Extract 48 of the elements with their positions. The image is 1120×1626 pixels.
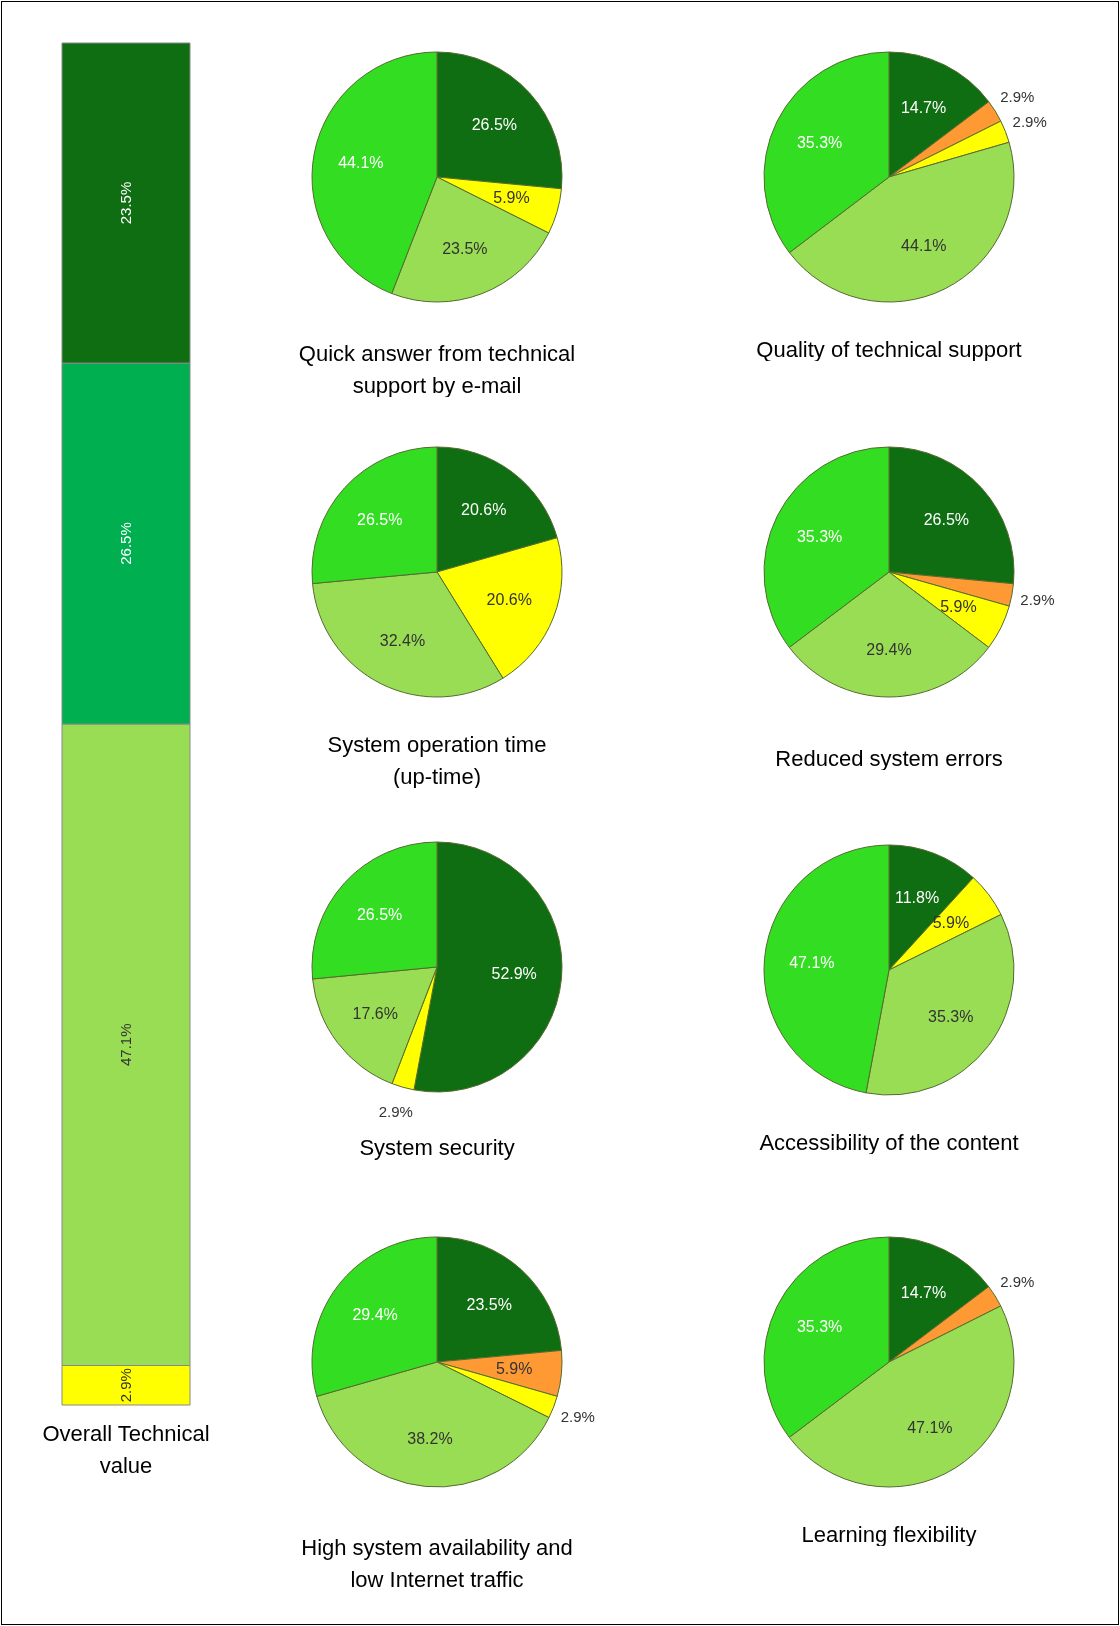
- data-label: 5.9%: [940, 597, 977, 615]
- data-label: 2.9%: [1012, 113, 1047, 131]
- data-label: 2.9%: [117, 1368, 134, 1403]
- data-label: 47.1%: [907, 1418, 953, 1436]
- data-label: 2.9%: [560, 1407, 595, 1425]
- data-label: 29.4%: [866, 640, 912, 658]
- data-label: 29.4%: [352, 1306, 398, 1324]
- data-label: 35.3%: [928, 1007, 974, 1025]
- data-label: 23.5%: [466, 1295, 512, 1313]
- data-label: 2.9%: [1020, 590, 1055, 608]
- data-label: 20.6%: [486, 590, 532, 608]
- text: Reduced system errors: [775, 746, 1003, 771]
- data-label: 52.9%: [491, 965, 537, 983]
- data-label: 5.9%: [932, 914, 970, 932]
- text: High system availability and low Internet traffic: [301, 1535, 573, 1593]
- data-label: 47.1%: [789, 953, 835, 971]
- data-label: 32.4%: [379, 632, 426, 650]
- text: Accessibility of the content: [759, 1130, 1019, 1155]
- data-label: 23.5%: [442, 240, 488, 258]
- data-label: 17.6%: [352, 1004, 398, 1022]
- data-label: 2.9%: [1000, 1273, 1035, 1291]
- data-label: 44.1%: [901, 237, 947, 255]
- data-label: 23.5%: [117, 181, 134, 225]
- data-label: 47.1%: [117, 1023, 134, 1067]
- data-label: 38.2%: [407, 1430, 453, 1448]
- data-label: 26.5%: [117, 522, 134, 565]
- data-label: 20.6%: [461, 501, 507, 519]
- data-label: 26.5%: [471, 115, 518, 133]
- data-label: 35.3%: [796, 528, 843, 546]
- data-label: 2.9%: [378, 1103, 413, 1121]
- data-label: 5.9%: [493, 189, 530, 207]
- text: Quality of technical support: [756, 337, 1022, 362]
- text: System security: [359, 1135, 515, 1161]
- data-label: 26.5%: [356, 905, 403, 923]
- data-label: 26.5%: [923, 510, 970, 528]
- data-label: 5.9%: [495, 1360, 533, 1378]
- text: Quick answer from technical support by e-mail: [298, 340, 576, 398]
- data-label: 44.1%: [338, 153, 384, 171]
- data-label: 26.5%: [357, 510, 403, 528]
- text: System operation time (up-time): [327, 732, 547, 789]
- data-label: 35.3%: [796, 133, 843, 151]
- data-label: 35.3%: [796, 1318, 843, 1336]
- data-label: 14.7%: [900, 1283, 947, 1301]
- text: Overall Technical value: [42, 1420, 210, 1478]
- text: Learning flexibility: [801, 1522, 977, 1547]
- data-label: 14.7%: [900, 98, 947, 116]
- data-label: 2.9%: [1000, 88, 1035, 106]
- data-label: 11.8%: [894, 888, 940, 906]
